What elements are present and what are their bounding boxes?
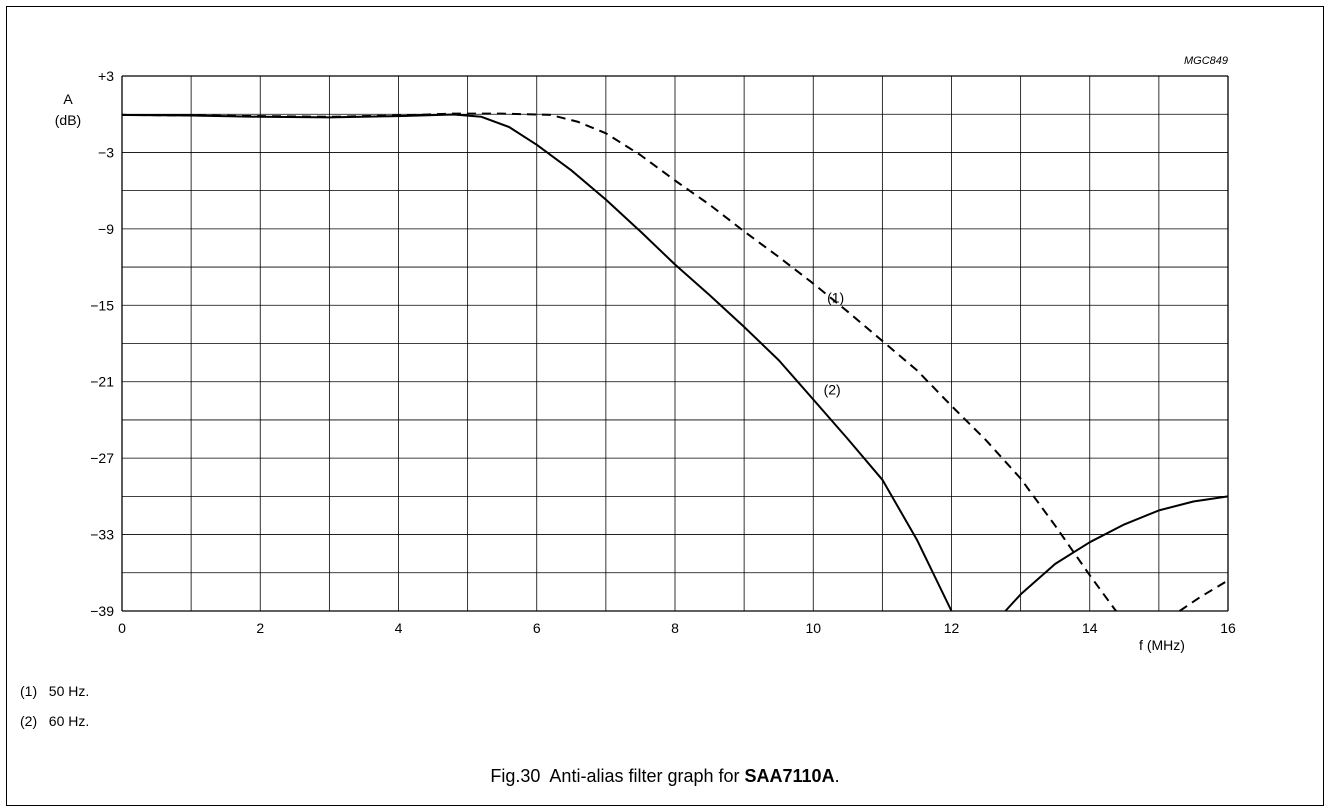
x-tick-label: 10 [805, 620, 821, 636]
series-line-1 [1179, 579, 1229, 612]
y-tick-label: −15 [90, 297, 114, 313]
filter-response-chart: (1) (2) 0 2 4 6 8 10 12 14 16 +3 −3 −9 −15 −21 −27 −33 −3… [55, 55, 1236, 653]
y-tick-label: −3 [98, 144, 114, 160]
series-line-2 [121, 113, 953, 612]
x-tick-label: 16 [1220, 620, 1236, 636]
figure-code: MGC849 [1184, 55, 1228, 67]
x-tick-label: 2 [256, 620, 264, 636]
note-1: (1) 50 Hz. [20, 683, 89, 699]
y-tick-label: +3 [98, 68, 114, 84]
x-tick-label: 6 [533, 620, 541, 636]
series-label-1: (1) [827, 290, 844, 306]
figure-frame [6, 6, 1324, 806]
caption-suffix: . [834, 766, 840, 786]
y-tick-label: −33 [90, 527, 114, 543]
y-tick-label: −9 [98, 221, 114, 237]
y-tick-label: −21 [90, 374, 114, 390]
note-1-text: 50 Hz. [48, 683, 90, 699]
figure-caption: Fig.30 Anti-alias filter graph for SAA71… [0, 766, 1330, 787]
x-tick-label: 12 [944, 620, 960, 636]
caption-part-number: SAA7110A [744, 766, 835, 786]
note-1-key: (1) [20, 683, 38, 699]
series-line-1 [121, 112, 1117, 612]
x-tick-label: 0 [118, 620, 126, 636]
x-tick-label: 4 [395, 620, 403, 636]
note-2: (2) 60 Hz. [20, 713, 89, 729]
y-tick-label: −27 [90, 450, 114, 466]
series-label-2: (2) [824, 381, 841, 397]
series-line-2 [1004, 495, 1229, 612]
note-2-key: (2) [20, 713, 38, 729]
x-tick-label: 8 [671, 620, 679, 636]
series-layer: (1) (2) [121, 112, 1229, 612]
tick-labels: 0 2 4 6 8 10 12 14 16 +3 −3 −9 −15 −21 −27 −33 −39 [90, 68, 1236, 636]
y-axis-label-symbol: A [63, 91, 73, 107]
y-tick-label: −39 [90, 603, 114, 619]
x-axis-label: f (MHz) [1139, 637, 1185, 653]
grid [121, 75, 1229, 612]
caption-prefix: Fig.30 Anti-alias filter graph for [490, 766, 745, 786]
note-2-text: 60 Hz. [48, 713, 90, 729]
x-tick-label: 14 [1082, 620, 1098, 636]
y-axis-label-unit: (dB) [55, 112, 81, 128]
